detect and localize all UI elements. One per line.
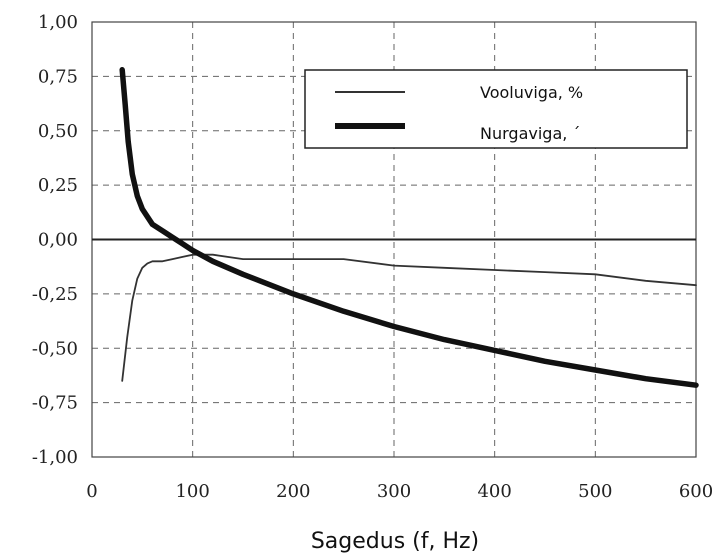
x-tick-label: 200 <box>276 481 310 502</box>
x-tick-label: 500 <box>578 481 612 502</box>
axis-layer: 0 100 200 300 400 500 600 1,00 0,75 0,50 0,25 0,00 -… <box>32 12 713 502</box>
legend-label-nurgaviga: Nurgaviga, ´ <box>480 124 580 143</box>
x-tick-label: 600 <box>679 481 713 502</box>
y-tick-label: 0,75 <box>38 66 78 87</box>
y-tick-label: 0,50 <box>38 121 78 142</box>
y-tick-label: 1,00 <box>38 12 78 33</box>
x-tick-label: 0 <box>86 481 97 502</box>
y-tick-label: -0,50 <box>32 338 78 359</box>
series-line-nurgaviga <box>119 67 699 388</box>
legend-label-panel <box>408 71 686 147</box>
y-tick-label: 0,00 <box>38 230 78 251</box>
y-tick-label: 0,25 <box>38 175 78 196</box>
series-line-vooluviga <box>121 253 697 382</box>
legend-label-vooluviga: Vooluviga, % <box>480 83 583 102</box>
series-layer <box>119 67 699 388</box>
legend: Vooluviga, % Nurgaviga, ´ <box>304 69 688 149</box>
y-tick-label: -0,25 <box>32 284 78 305</box>
y-tick-label: -0,75 <box>32 393 78 414</box>
x-tick-label: 300 <box>377 481 411 502</box>
x-tick-label: 400 <box>477 481 511 502</box>
x-tick-label: 100 <box>175 481 209 502</box>
y-tick-label: -1,00 <box>32 447 78 468</box>
x-axis-title: Sagedus (f, Hz) <box>311 529 479 554</box>
